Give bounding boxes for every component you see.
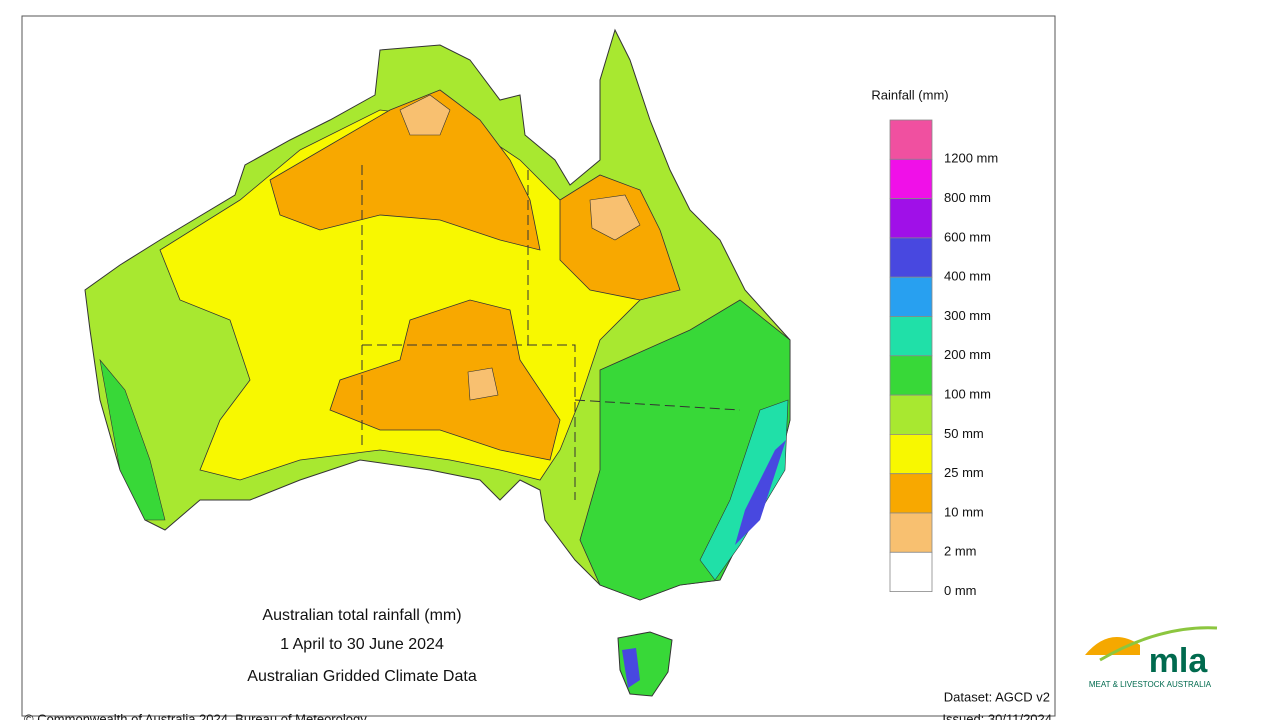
legend-label: 2 mm: [944, 544, 977, 559]
legend-swatch: [889, 355, 933, 396]
legend-swatch: [889, 276, 933, 317]
legend-swatch: [889, 237, 933, 278]
legend-label: 600 mm: [944, 229, 991, 244]
legend: 1200 mm 800 mm 600 mm 400 mm 300 mm 200 mm 100…: [889, 119, 998, 598]
legend-swatch: [889, 198, 933, 239]
legend-swatch: [889, 394, 933, 435]
legend-swatch: [889, 119, 933, 160]
map-title: Australian total rainfall (mm): [262, 607, 461, 624]
very-dry: [399, 94, 641, 401]
legend-swatch: [889, 512, 933, 553]
legend-swatch: [889, 158, 933, 200]
legend-label: 50 mm: [944, 426, 984, 441]
state-borders: [361, 165, 741, 500]
logo-sun: [1085, 637, 1140, 655]
issued: Issued: 30/11/2024: [942, 711, 1052, 720]
legend-swatch: [889, 433, 933, 475]
map-source: Australian Gridded Climate Data: [247, 668, 477, 685]
tasmania-west: [622, 648, 640, 688]
coast-teal: [699, 399, 789, 581]
logo-tagline: MEAT & LIVESTOCK AUSTRALIA: [1089, 680, 1212, 689]
dataset: Dataset: AGCD v2: [944, 689, 1050, 704]
legend-title: Rainfall (mm): [871, 87, 948, 102]
copyright: © Commonwealth of Australia 2024, Bureau…: [24, 711, 367, 720]
legend-label: 400 mm: [944, 269, 991, 284]
dry-orange-north: [269, 89, 541, 251]
australia-map: [84, 28, 791, 697]
logo-arc: [1099, 626, 1218, 662]
legend-swatch: [889, 473, 933, 514]
dry-orange-centre: [329, 299, 561, 461]
coast-blue: [735, 440, 786, 545]
legend-swatch: [889, 551, 933, 592]
legend-label: 0 mm: [944, 583, 977, 598]
legend-label: 800 mm: [944, 190, 991, 205]
legend-swatch: [889, 316, 933, 357]
mla-logo: mla MEAT & LIVESTOCK AUSTRALIA: [1085, 626, 1218, 689]
map-subtitle: 1 April to 30 June 2024: [280, 636, 444, 653]
legend-label: 200 mm: [944, 347, 991, 362]
logo-name: mla: [1149, 642, 1209, 680]
sw-green: [99, 358, 166, 521]
dry-orange-qld: [559, 174, 681, 301]
legend-label: 25 mm: [944, 465, 984, 480]
legend-label: 300 mm: [944, 308, 991, 323]
legend-label: 10 mm: [944, 504, 984, 519]
legend-label: 100 mm: [944, 387, 991, 402]
legend-label: 1200 mm: [944, 151, 998, 166]
